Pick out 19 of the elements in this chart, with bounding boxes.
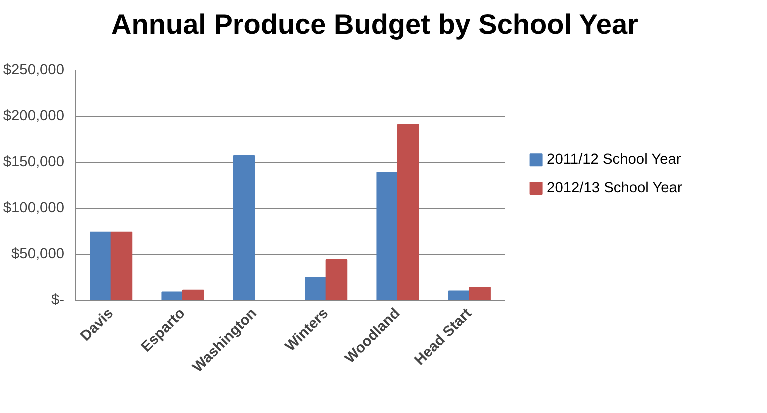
- bar: [398, 124, 420, 300]
- y-tick-label: $250,000: [3, 62, 65, 78]
- bar: [326, 260, 348, 300]
- bar: [233, 156, 256, 300]
- chart-title: Annual Produce Budget by School Year: [112, 8, 638, 42]
- y-tick-label: $100,000: [3, 200, 65, 216]
- bar: [90, 232, 112, 300]
- bar: [305, 277, 327, 300]
- bar: [376, 172, 398, 300]
- legend-label: 2012/13 School Year: [547, 180, 682, 196]
- y-tick-label: $150,000: [3, 154, 65, 170]
- bar: [162, 292, 184, 300]
- y-tick-label: $-: [51, 292, 65, 308]
- y-tick-label: $50,000: [12, 246, 65, 262]
- bar: [110, 232, 133, 300]
- bar: [182, 290, 204, 300]
- legend-label: 2011/12 School Year: [547, 152, 682, 168]
- y-tick-label: $200,000: [3, 108, 65, 124]
- bar: [469, 287, 491, 300]
